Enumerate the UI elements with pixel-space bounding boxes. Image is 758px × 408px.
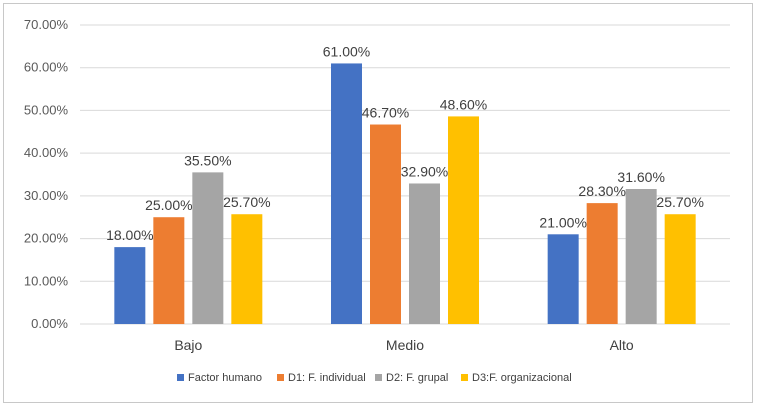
x-category-label: Alto — [610, 337, 634, 353]
legend-swatch — [177, 374, 184, 381]
legend-label: D2: F. grupal — [386, 372, 448, 384]
bar — [586, 203, 618, 324]
bar — [625, 189, 657, 324]
data-label: 31.60% — [617, 169, 664, 185]
data-label: 48.60% — [440, 96, 487, 112]
data-label: 28.30% — [578, 183, 625, 199]
x-category-label: Bajo — [174, 337, 202, 353]
legend-label: D1: F. individual — [288, 372, 366, 384]
bar — [331, 63, 362, 324]
y-axis-ticks: 0.00% 10.00% 20.00% 30.00% 40.00% 50.00% 60.00… — [24, 17, 69, 331]
bars — [114, 63, 696, 324]
data-label: 25.70% — [656, 194, 703, 210]
legend-label: D3:F. organizacional — [472, 372, 572, 384]
y-tick-label: 70.00% — [24, 17, 69, 32]
bar — [231, 214, 263, 324]
bar — [370, 124, 401, 324]
bar — [547, 234, 579, 324]
x-axis-categories: Bajo Medio Alto — [174, 337, 634, 353]
bar — [153, 217, 185, 324]
data-labels: 18.00% 25.00% 35.50% 25.70% 61.00% 46.70% 32.9… — [106, 43, 704, 243]
y-tick-label: 60.00% — [24, 60, 69, 75]
y-tick-label: 50.00% — [24, 102, 69, 117]
x-category-label: Medio — [386, 337, 424, 353]
bar — [664, 214, 696, 324]
bar — [409, 183, 440, 324]
legend-swatch — [277, 374, 284, 381]
bar — [192, 172, 224, 324]
y-tick-label: 20.00% — [24, 231, 69, 246]
data-label: 32.90% — [401, 163, 448, 179]
data-label: 46.70% — [362, 105, 409, 121]
data-label: 25.70% — [223, 194, 270, 210]
data-label: 61.00% — [323, 43, 370, 59]
y-tick-label: 10.00% — [24, 273, 69, 288]
data-label: 35.50% — [184, 152, 231, 168]
legend-label: Factor humano — [188, 372, 262, 384]
bar — [448, 116, 479, 324]
y-tick-label: 40.00% — [24, 145, 69, 160]
legend-swatch — [461, 374, 468, 381]
bar — [114, 247, 146, 324]
gridlines — [80, 24, 730, 325]
data-label: 21.00% — [539, 214, 586, 230]
legend-swatch — [375, 374, 382, 381]
data-label: 25.00% — [145, 197, 192, 213]
y-tick-label: 0.00% — [31, 316, 68, 331]
data-label: 18.00% — [106, 227, 153, 243]
legend: Factor humano D1: F. individual D2: F. gru… — [177, 372, 572, 384]
y-tick-label: 30.00% — [24, 188, 69, 203]
